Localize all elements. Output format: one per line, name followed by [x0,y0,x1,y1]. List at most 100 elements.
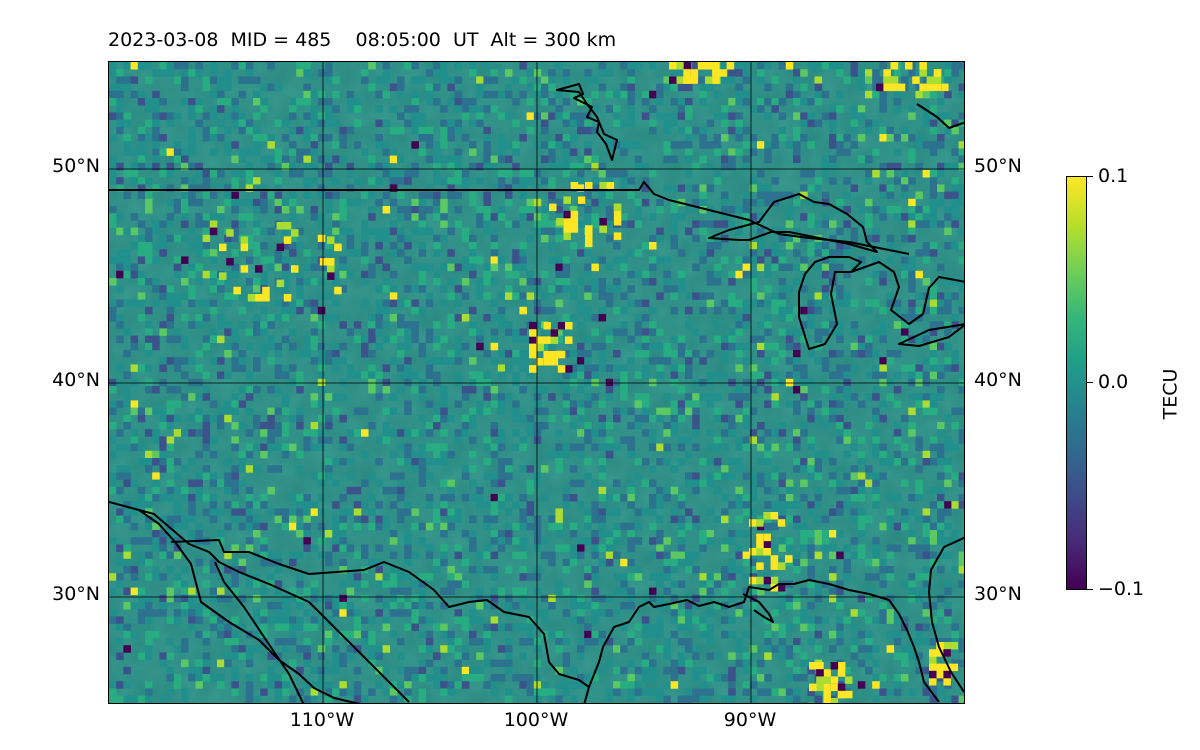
tec-cell [159,594,167,603]
tec-cell [771,465,779,473]
tec-cell [231,652,239,660]
tec-cell [217,537,225,545]
tec-cell [260,191,268,200]
tec-cell [857,508,866,516]
tec-cell [836,422,844,430]
tec-cell [872,674,880,682]
tec-cell [879,62,887,70]
tec-cell [418,191,427,200]
tec-cell [807,198,815,207]
tec-cell [793,386,801,394]
tec-cell [764,371,772,380]
tec-cell [195,119,203,128]
tec-cell [649,357,657,365]
tec-cell-highlight [262,294,270,302]
tec-cell [800,530,808,538]
tec-cell [591,594,599,603]
tec-cell [418,443,427,452]
tec-cell [497,155,506,164]
tec-cell [879,134,887,142]
tec-cell [670,364,679,372]
tec-cell [505,155,513,164]
tec-cell [267,335,275,344]
tec-cell [368,191,376,200]
tec-cell [533,472,542,480]
tec-cell [814,702,823,703]
tec-cell [325,558,333,567]
tec-cell [922,378,931,387]
tec-cell [361,220,369,228]
tec-cell [951,213,959,221]
tec-cell [706,400,715,408]
tec-cell [915,378,923,387]
tec-cell [641,429,650,437]
tec-cell [605,335,614,344]
tec-cell [130,479,139,488]
tec-cell [303,681,311,689]
tec-cell [202,436,211,444]
tec-cell [245,386,254,394]
tec-cell [375,177,383,185]
tec-cell [663,119,671,128]
tec-cell [425,429,434,437]
tec-cell [209,69,218,77]
tec-cell [361,278,369,286]
tec-cell [497,458,506,466]
tec-cell [677,537,686,545]
tec-cell [109,62,117,70]
tec-cell [109,177,117,185]
tec-cell [317,443,326,452]
tec-cell [281,522,290,531]
tec-cell [411,213,419,221]
tec-cell [440,69,448,77]
tec-cell [562,134,571,142]
tec-cell [958,90,964,99]
tec-cell [555,681,563,689]
tec-cell [497,501,506,509]
tec-cell [577,220,585,228]
tec-cell-highlight [565,336,573,344]
tec-cell [469,234,477,243]
tec-cell [656,594,664,603]
tec-cell [548,558,556,567]
tec-cell [418,537,427,545]
tec-cell [836,580,844,588]
tec-cell [677,695,686,703]
tec-cell [188,227,196,236]
tec-cell [382,616,391,624]
tec-cell [677,551,686,560]
tec-cell [958,407,964,416]
tec-cell [872,501,880,509]
tec-cell [231,191,239,200]
tec-cell [461,112,470,120]
tec-cell [483,162,491,171]
tec-cell [368,321,376,329]
tec-cell [836,62,844,70]
tec-cell [649,674,657,682]
tec-cell [310,580,319,588]
tec-cell [274,83,283,92]
tec-cell [577,638,585,646]
tec-cell [461,429,470,437]
tec-cell [757,105,765,113]
tec-cell [620,580,628,588]
tec-cell [281,616,290,624]
tec-cell [591,702,599,703]
tec-cell [245,580,254,588]
tec-cell [699,357,707,365]
tec-cell [303,162,311,171]
tec-cell [116,162,124,171]
tec-cell [958,62,964,70]
tec-cell [857,76,866,84]
tec-cell [584,508,592,516]
tec-cell [469,530,477,538]
tec-cell [627,98,635,106]
tec-cell [404,242,412,250]
tec-cell [425,126,434,135]
tec-cell [699,530,707,538]
tec-cell [800,234,808,243]
tec-cell [944,278,952,286]
tec-cell [274,465,283,473]
tec-cell [620,378,628,387]
tec-cell [685,371,693,380]
